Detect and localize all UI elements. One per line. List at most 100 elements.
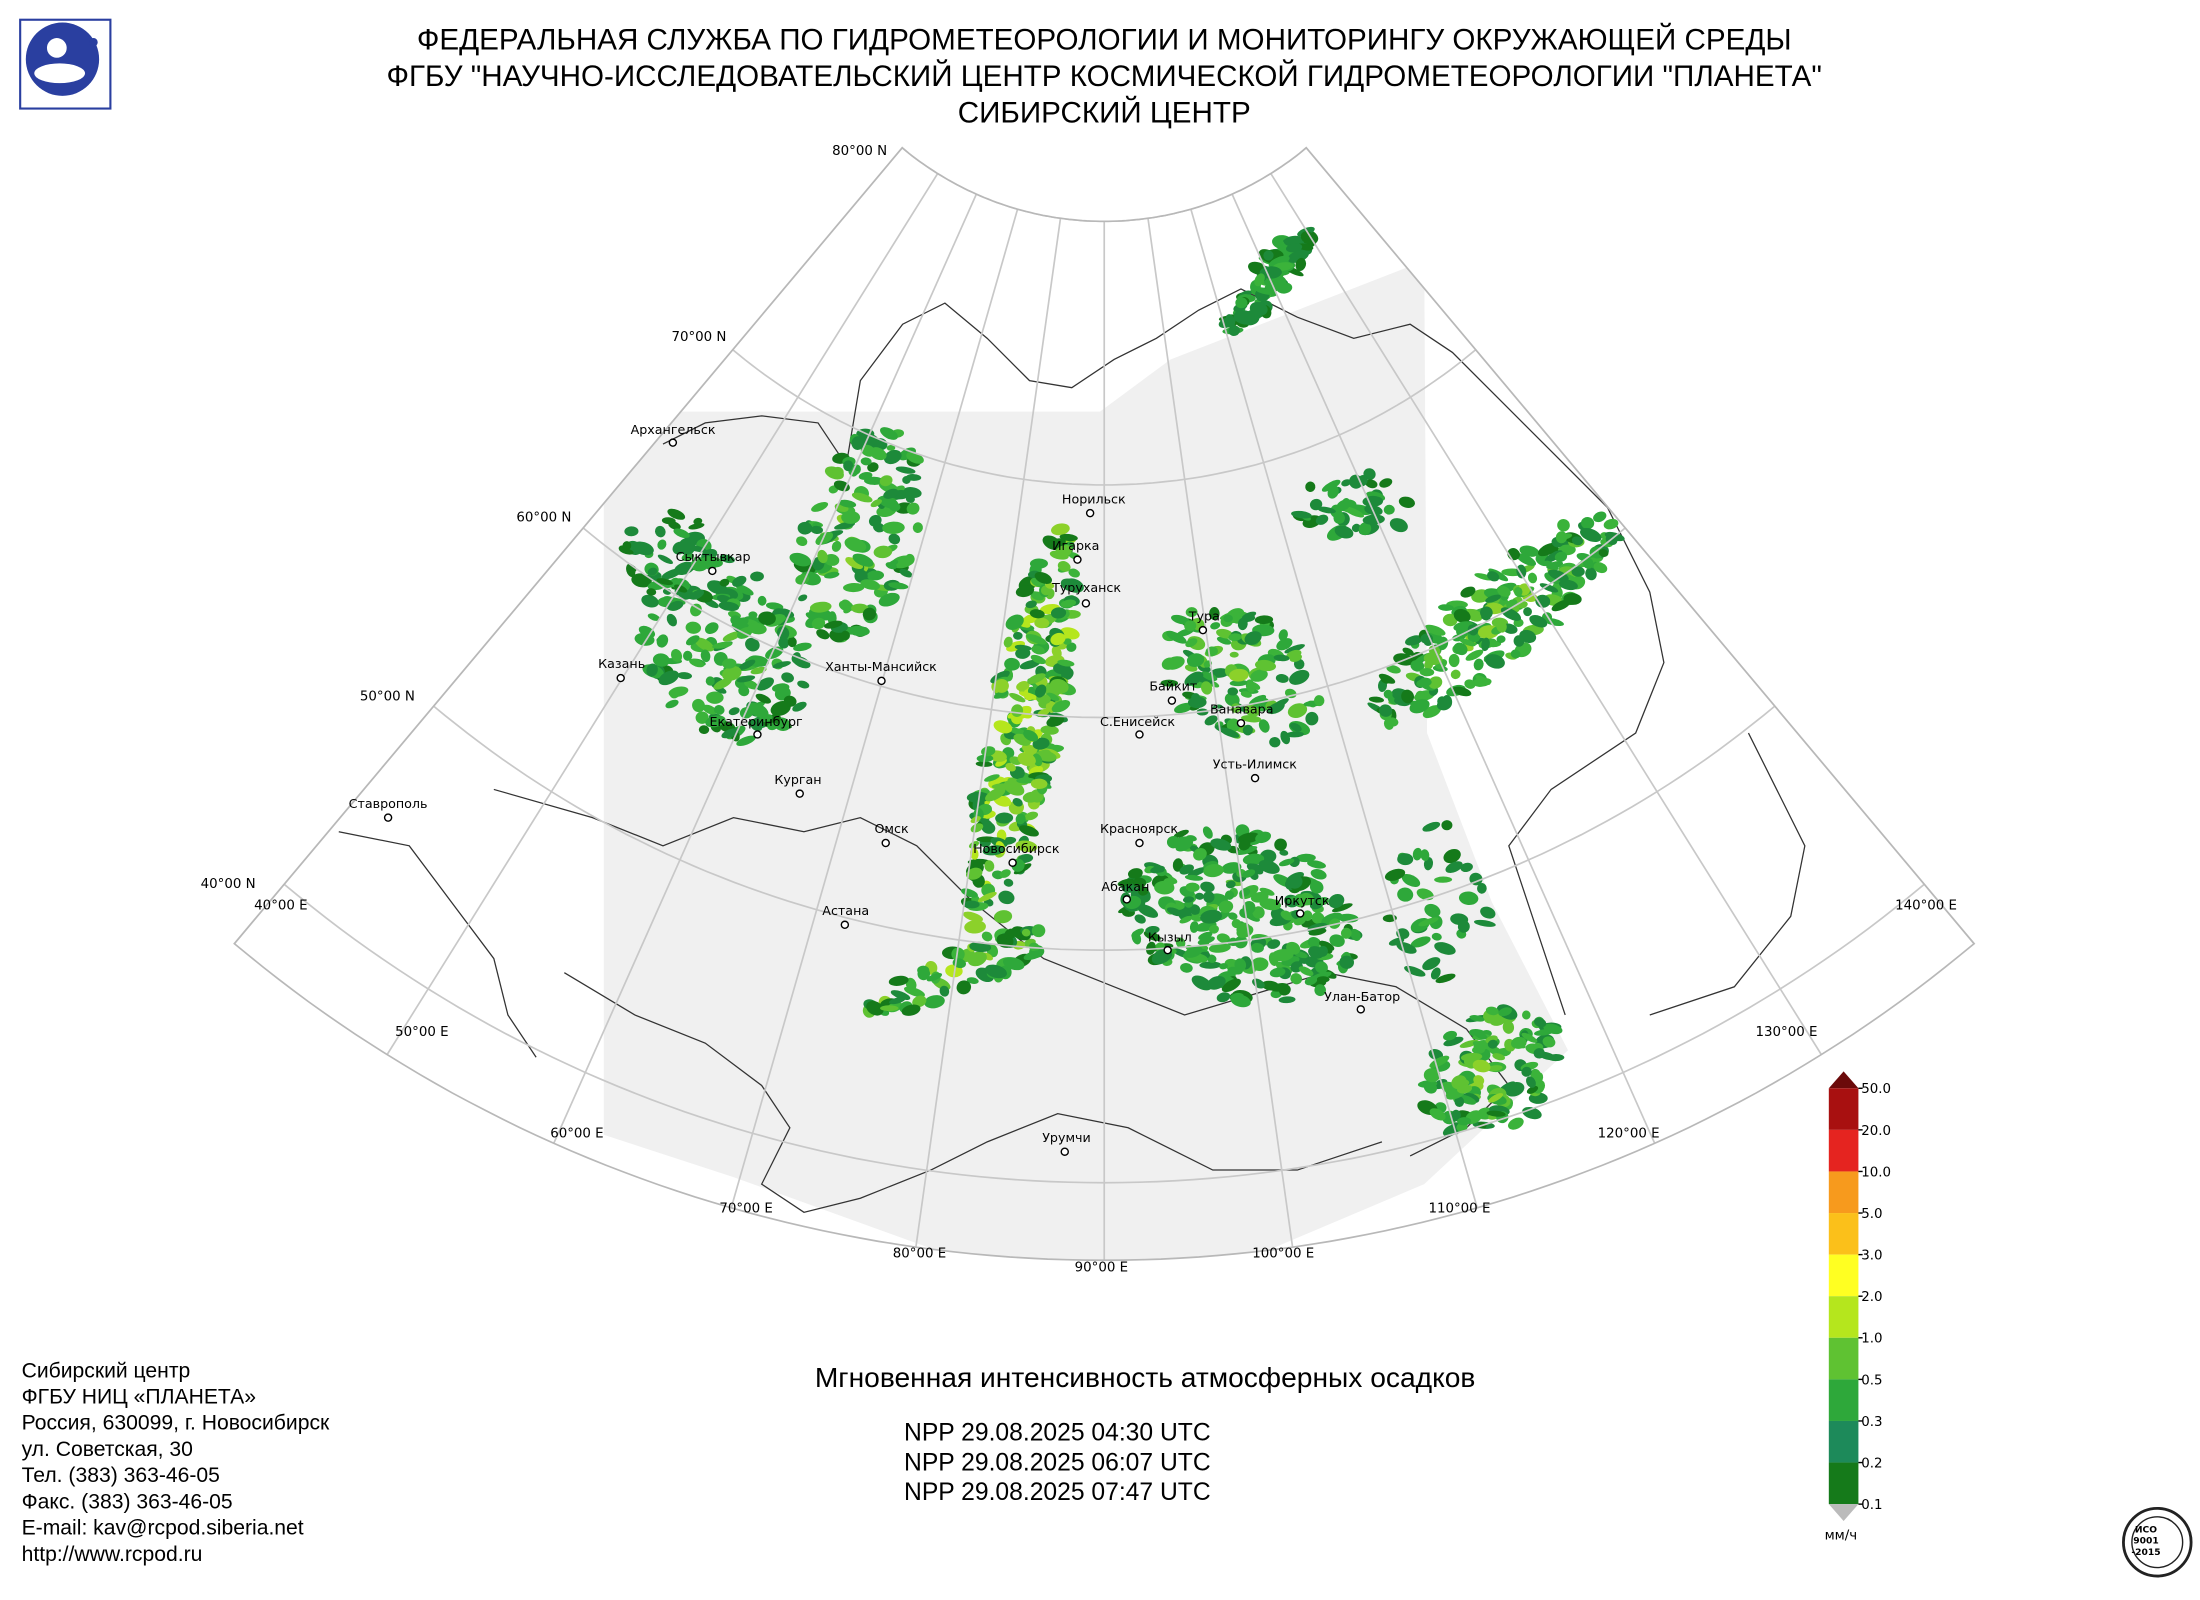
precip-cell [1460, 862, 1473, 873]
precip-cell [1487, 571, 1500, 582]
precip-cell [1015, 840, 1038, 853]
precip-cell [1171, 614, 1190, 625]
precip-cell [967, 951, 987, 967]
precip-cell [1198, 931, 1213, 941]
precip-cell [755, 693, 772, 704]
precip-cell [1533, 1048, 1545, 1059]
contact-line: ул. Советская, 30 [22, 1438, 193, 1461]
precip-cell [787, 637, 797, 648]
pass-time: NPP 29.08.2025 07:47 UTC [904, 1479, 1211, 1506]
legend-swatch [1828, 1337, 1859, 1380]
precip-cell [656, 634, 669, 648]
precip-cell [1050, 632, 1066, 646]
city-marker [1008, 858, 1017, 867]
precip-cell [824, 553, 840, 566]
precip-cell [1234, 958, 1247, 972]
precip-cell [1485, 594, 1501, 603]
precip-cell [1235, 845, 1258, 855]
precip-cell [984, 774, 1000, 782]
precip-cell [1448, 653, 1460, 668]
precip-cell [1416, 888, 1434, 901]
precip-cell [1216, 992, 1231, 1003]
header-line: ФГБУ "НАУЧНО-ИССЛЕДОВАТЕЛЬСКИЙ ЦЕНТР КОС… [387, 59, 1822, 93]
precip-cell [718, 601, 740, 611]
meridian [553, 193, 978, 1144]
precip-cell [1254, 273, 1265, 287]
precip-cell [1289, 722, 1302, 732]
precip-cell [1242, 724, 1253, 736]
precip-cell [1175, 839, 1194, 852]
precip-cell [1029, 609, 1045, 619]
precip-cell [1454, 1096, 1465, 1108]
city-label: Сыктывкар [676, 549, 751, 564]
precip-cell [1050, 607, 1067, 619]
precip-cell [993, 910, 1013, 924]
precip-cell [1229, 679, 1249, 687]
precip-cell [667, 600, 684, 611]
precip-cell [1003, 636, 1013, 648]
precip-cell [1166, 630, 1187, 644]
legend-unit: мм/ч [1825, 1528, 1858, 1543]
legend-swatch [1828, 1254, 1859, 1297]
precip-cell [1317, 945, 1328, 957]
precip-cell [1185, 607, 1198, 618]
city-marker [708, 566, 717, 576]
precip-cell [904, 553, 915, 566]
contact-line: ФГБУ НИЦ «ПЛАНЕТА» [22, 1385, 256, 1408]
precip-cell [638, 625, 656, 638]
city-label: Норильск [1062, 491, 1126, 506]
precip-cell [722, 658, 737, 669]
precip-cell [1221, 862, 1242, 874]
precip-cell [1060, 578, 1079, 592]
precip-cell [1422, 957, 1441, 971]
precip-cell [1534, 1017, 1547, 1028]
precip-cell [1286, 243, 1303, 253]
legend-swatch [1828, 1129, 1859, 1172]
precip-cell [1305, 481, 1316, 492]
precip-cell [692, 698, 705, 713]
precip-cell [1554, 551, 1568, 563]
precip-cell [1030, 654, 1046, 665]
precip-cell [658, 670, 679, 686]
precip-cell [1424, 903, 1441, 918]
precip-cell [1286, 649, 1302, 659]
precip-cell [843, 607, 852, 614]
precip-cell [866, 1000, 884, 1016]
precip-cell [1279, 849, 1289, 856]
precip-cell [1522, 1010, 1531, 1020]
precip-cell [1191, 975, 1212, 991]
meridian-label: 110°00 E [1428, 1201, 1490, 1216]
precip-cell [1027, 673, 1046, 685]
precip-cell [1278, 858, 1295, 867]
precip-cell [1068, 568, 1080, 578]
contact-line: E-mail: kav@rcpod.siberia.net [22, 1517, 304, 1540]
legend-swatch [1828, 1296, 1859, 1338]
precip-cell [1259, 898, 1282, 911]
city-marker [1135, 838, 1144, 848]
precip-cell [1473, 1075, 1485, 1086]
precip-cell [1246, 681, 1261, 690]
precip-cell [1034, 617, 1050, 629]
precip-cell [1424, 624, 1446, 636]
precip-cell [1415, 690, 1425, 700]
meridian-label: 90°00 E [1075, 1261, 1128, 1276]
city-marker [1081, 599, 1091, 608]
precip-cell [1280, 730, 1291, 745]
precip-cell [1032, 737, 1050, 750]
precip-cell [851, 492, 873, 503]
precip-cell [1305, 711, 1319, 726]
precip-cell [888, 559, 899, 567]
precip-cell [789, 552, 812, 567]
precip-cell [1278, 629, 1288, 641]
precip-cell [1013, 631, 1023, 640]
precip-cell [1383, 718, 1394, 730]
precip-cell [816, 629, 830, 640]
precip-cell [811, 617, 826, 630]
precip-cell [1488, 1093, 1504, 1103]
precip-cell [1249, 301, 1268, 316]
precip-cell [1502, 1020, 1515, 1034]
contact-line: Сибирский центр [22, 1359, 191, 1382]
precip-cell [1225, 880, 1236, 889]
precip-cell [719, 578, 730, 587]
precip-cell [1419, 668, 1435, 677]
